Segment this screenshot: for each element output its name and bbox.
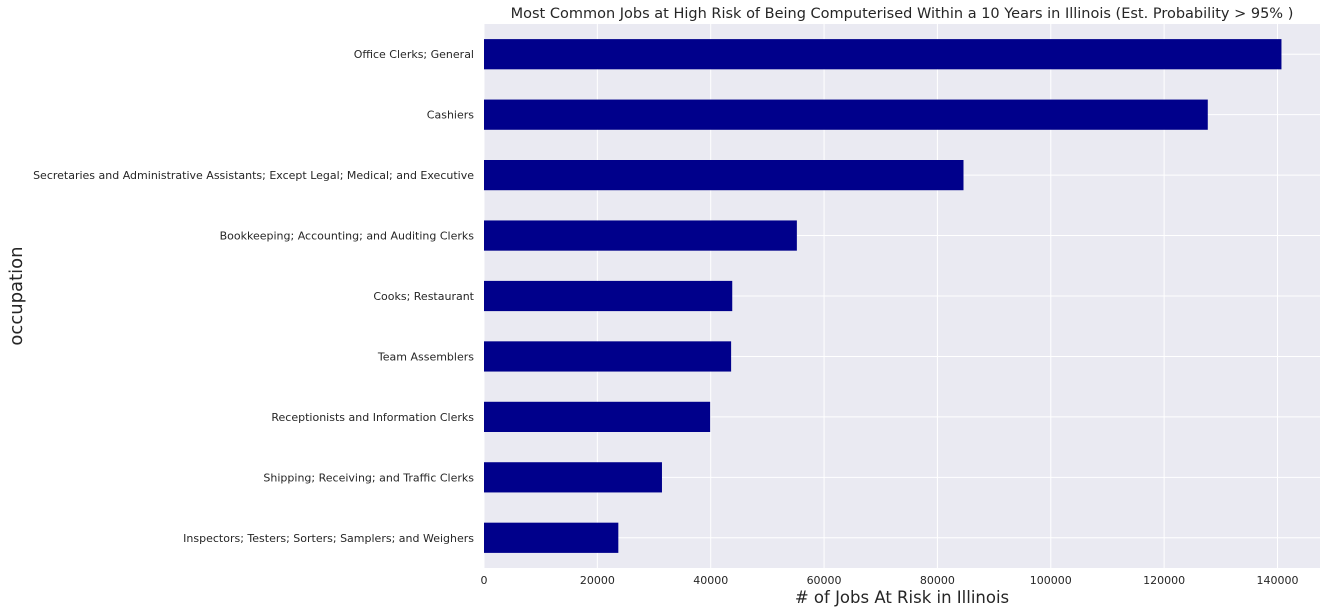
bar (484, 462, 662, 493)
y-tick-label: Cashiers (427, 109, 474, 122)
bar (484, 160, 964, 191)
y-tick-label: Bookkeeping; Accounting; and Auditing Cl… (220, 230, 475, 243)
y-tick-label: Inspectors; Testers; Sorters; Samplers; … (183, 532, 474, 545)
bar (484, 39, 1282, 70)
bar (484, 280, 733, 312)
bar (484, 220, 797, 251)
y-tick-label: Secretaries and Administrative Assistant… (33, 169, 474, 182)
y-tick-label: Shipping; Receiving; and Traffic Clerks (263, 471, 474, 484)
chart-title: Most Common Jobs at High Risk of Being C… (511, 6, 1294, 22)
bar (484, 99, 1208, 130)
x-tick-label: 140000 (1256, 574, 1298, 587)
bar (484, 522, 619, 553)
bar (484, 401, 711, 432)
y-tick-label: Receptionists and Information Clerks (271, 411, 474, 424)
y-tick-label: Team Assemblers (377, 350, 474, 363)
y-tick-label: Cooks; Restaurant (373, 290, 474, 303)
bar (484, 341, 732, 372)
x-tick-labels: 0 20000 40000 60000 80000 100000 120000 140000 (481, 574, 1299, 587)
bars (484, 39, 1282, 553)
x-tick-label: 0 (481, 574, 488, 587)
x-axis-label: # of Jobs At Risk in Illinois (795, 588, 1009, 607)
x-tick-label: 40000 (693, 574, 728, 587)
x-tick-label: 20000 (580, 574, 615, 587)
x-tick-label: 80000 (920, 574, 955, 587)
x-tick-label: 120000 (1143, 574, 1185, 587)
x-tick-label: 60000 (807, 574, 842, 587)
y-axis-label: occupation (6, 246, 27, 345)
y-tick-label: Office Clerks; General (354, 48, 474, 61)
y-tick-labels: Office Clerks; General Cashiers Secretarie… (33, 48, 475, 545)
x-tick-label: 100000 (1030, 574, 1072, 587)
